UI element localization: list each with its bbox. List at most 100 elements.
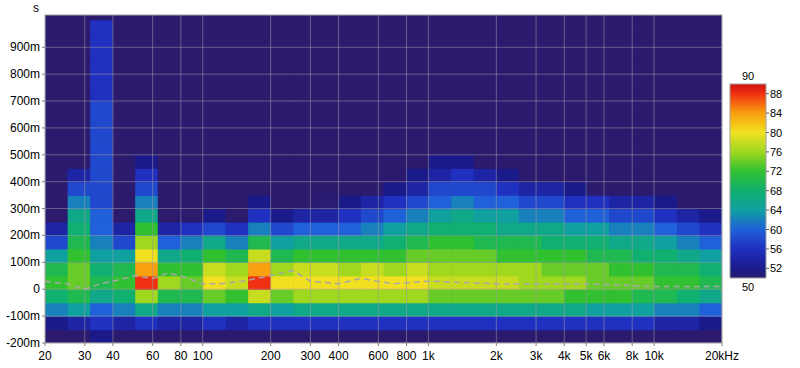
heat-cell (226, 316, 249, 330)
heat-cell (293, 182, 316, 196)
heat-cell (248, 155, 271, 169)
heat-cell (248, 88, 271, 102)
tick-label-x: 100 (193, 349, 213, 363)
heat-cell (699, 61, 722, 75)
heat-cell (338, 141, 361, 155)
heat-cell (180, 20, 203, 34)
heat-cell (654, 88, 677, 102)
grid-line-x (112, 15, 113, 343)
heat-cell (226, 74, 249, 88)
heat-cell (361, 303, 384, 317)
heat-cell (271, 47, 294, 61)
heat-cell (90, 289, 113, 303)
heat-cell (677, 20, 700, 34)
heat-cell (361, 276, 384, 290)
heat-cell (406, 303, 429, 317)
heat-cell (587, 20, 610, 34)
heat-cell (180, 182, 203, 196)
heat-cell (587, 330, 610, 343)
heat-cell (316, 128, 339, 142)
heat-cell (699, 74, 722, 88)
heat-cell (519, 262, 542, 276)
tick-label-x: 6k (598, 349, 612, 363)
heat-cell (699, 128, 722, 142)
heat-cell (632, 74, 655, 88)
heat-cell (135, 262, 158, 276)
heat-cell (451, 249, 474, 263)
heat-cell (361, 316, 384, 330)
tick-label-x: 8k (626, 349, 640, 363)
heat-cell (113, 88, 136, 102)
heat-cell (338, 276, 361, 290)
heat-cell (496, 128, 519, 142)
tick-label-y: -100m (6, 309, 40, 323)
heat-cell (45, 262, 68, 276)
heat-cell (383, 330, 406, 343)
heat-cell (135, 222, 158, 236)
heat-cell (474, 61, 497, 75)
heat-cell (180, 330, 203, 343)
heat-cell (135, 141, 158, 155)
heat-cell (406, 195, 429, 209)
heat-cell (429, 276, 452, 290)
grid-line-y (45, 262, 722, 263)
heat-cell (113, 235, 136, 249)
heat-cell (496, 235, 519, 249)
heat-cell (406, 249, 429, 263)
heat-cell (474, 20, 497, 34)
heat-cell (338, 249, 361, 263)
heat-cell (226, 235, 249, 249)
heat-cell (699, 262, 722, 276)
heat-cell (361, 141, 384, 155)
heat-cell (541, 182, 564, 196)
heat-cell (519, 168, 542, 182)
heat-cell (609, 168, 632, 182)
heat-cell (496, 276, 519, 290)
heat-cell (654, 249, 677, 263)
heat-cell (541, 88, 564, 102)
heat-cell (587, 249, 610, 263)
heat-cell (203, 168, 226, 182)
heat-cell (113, 195, 136, 209)
heat-cell (90, 182, 113, 196)
heat-cell (564, 276, 587, 290)
heat-cell (609, 262, 632, 276)
heat-cell (180, 88, 203, 102)
heat-cell (361, 330, 384, 343)
heat-cell (632, 155, 655, 169)
heat-cell (541, 34, 564, 48)
heat-cell (383, 101, 406, 115)
heat-cell (564, 141, 587, 155)
plot-frame (45, 15, 722, 343)
grid-line-x (604, 15, 605, 343)
heat-cell (316, 47, 339, 61)
heat-cell (587, 47, 610, 61)
heat-cell (203, 155, 226, 169)
heat-cell (203, 101, 226, 115)
heat-cell (68, 141, 91, 155)
heat-cell (496, 182, 519, 196)
heat-cell (90, 330, 113, 343)
heat-cell (429, 128, 452, 142)
heat-cell (293, 316, 316, 330)
heat-cell (361, 195, 384, 209)
tick-x (202, 343, 203, 346)
heat-cell (677, 289, 700, 303)
heat-cell (429, 114, 452, 128)
heat-cell (293, 101, 316, 115)
heat-cell (226, 289, 249, 303)
heat-cell (316, 61, 339, 75)
heat-cell (226, 61, 249, 75)
heat-cell (113, 101, 136, 115)
axis-label-y: s (33, 1, 39, 15)
heat-cell (45, 128, 68, 142)
heat-cell (68, 289, 91, 303)
heat-cell (293, 47, 316, 61)
heat-cell (293, 74, 316, 88)
heat-cell (113, 249, 136, 263)
heat-cell (632, 141, 655, 155)
heat-cell (271, 101, 294, 115)
grid-line-y (45, 208, 722, 209)
heat-cell (609, 114, 632, 128)
heat-cell (541, 101, 564, 115)
